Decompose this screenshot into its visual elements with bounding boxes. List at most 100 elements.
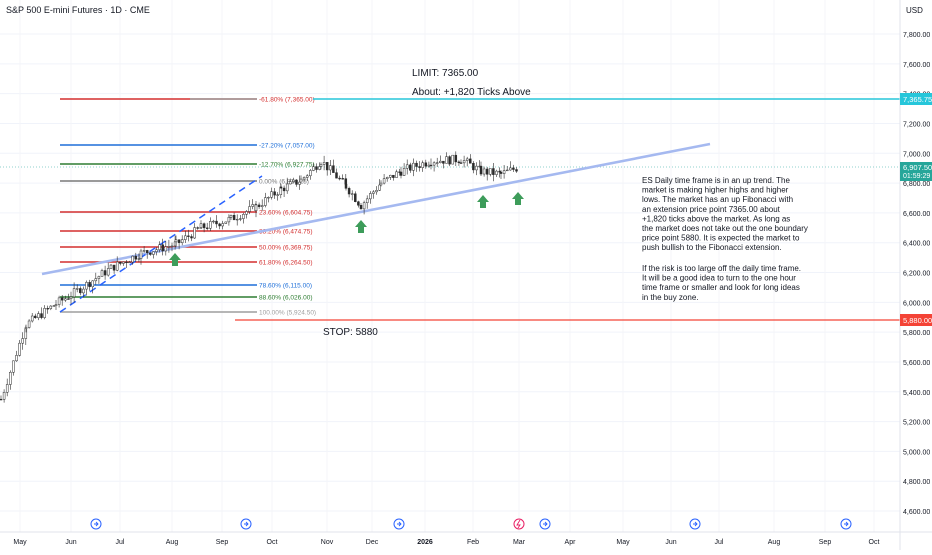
price-tick-label: 5,000.00: [903, 449, 930, 456]
price-scale[interactable]: [900, 0, 932, 550]
price-tick-label: 7,600.00: [903, 62, 930, 69]
analysis-note-line: an extension price point 7365.00 about: [642, 205, 781, 214]
candle: [499, 170, 503, 180]
candle: [412, 158, 415, 177]
economic-event-icon[interactable]: [539, 518, 551, 530]
candle: [378, 179, 381, 191]
candle: [167, 239, 171, 253]
fib-level-label: 50.00% (6,369.75): [259, 245, 312, 252]
candle: [245, 209, 248, 219]
candle: [282, 185, 286, 198]
candle: [82, 286, 85, 298]
candle: [362, 200, 366, 215]
limit-ticks-text: About: +1,820 Ticks Above: [412, 87, 531, 98]
candle: [359, 203, 363, 210]
candle: [385, 176, 389, 182]
event-markers[interactable]: [90, 518, 852, 530]
candle: [100, 268, 104, 277]
candle: [209, 217, 212, 231]
fibonacci-levels[interactable]: -61.80% (7,365.00) -27.20% (7,057.00) -12.…: [60, 97, 316, 317]
candle: [5, 378, 9, 397]
candle: [177, 239, 181, 250]
candle: [509, 161, 512, 171]
candle: [357, 200, 360, 208]
analysis-note-line: It will be a good idea to turn to the on…: [642, 274, 796, 283]
economic-event-icon[interactable]: [840, 518, 852, 530]
analysis-note-line: price point 5880. It is expected the mar…: [642, 234, 800, 243]
time-axis-label: Feb: [467, 539, 479, 546]
economic-event-icon[interactable]: [240, 518, 252, 530]
time-axis[interactable]: May Jun Jul Aug Sep Oct Nov Dec 2026 Feb Mar Apr May…: [13, 539, 879, 546]
candle: [350, 190, 354, 201]
candle: [309, 169, 312, 180]
time-axis-label: May: [13, 539, 27, 546]
candle: [180, 235, 184, 246]
candle: [395, 169, 398, 178]
dashed-uptrend-line[interactable]: [59, 175, 263, 313]
candle: [305, 174, 309, 181]
candle: [112, 264, 116, 274]
analysis-note-line: +1,820 ticks above the market. As long a…: [642, 214, 790, 223]
currency-label[interactable]: USD: [906, 6, 923, 15]
candle: [251, 199, 254, 210]
candle: [273, 187, 276, 199]
buy-arrow-icon: [355, 220, 367, 233]
candle: [421, 160, 424, 172]
candle: [40, 307, 43, 320]
candle: [264, 192, 267, 208]
analysis-note-line: the market does not take out the one bou…: [642, 224, 808, 233]
candle: [285, 177, 289, 194]
price-tick-label: 4,600.00: [903, 509, 930, 516]
candle: [52, 305, 56, 307]
analysis-note: ES Daily time frame is in an up trend. T…: [642, 176, 808, 302]
candle: [515, 167, 518, 173]
fib-level-label: 38.20% (6,474.75): [259, 229, 312, 236]
price-tick-label: 6,400.00: [903, 241, 930, 248]
analysis-note-line: in the buy zone.: [642, 293, 698, 302]
time-axis-label: Jul: [116, 539, 125, 546]
stop-text: STOP: 5880: [323, 327, 378, 338]
candle: [218, 222, 221, 230]
buy-arrows: [169, 192, 524, 266]
economic-event-icon[interactable]: [393, 518, 405, 530]
candle: [457, 160, 461, 166]
candle: [454, 151, 458, 167]
candle: [49, 305, 53, 311]
candle: [187, 229, 190, 242]
candle: [30, 313, 34, 323]
candle: [0, 395, 3, 401]
candle: [85, 280, 88, 296]
candle: [54, 300, 58, 311]
earnings-event-icon[interactable]: [513, 518, 525, 530]
candle: [382, 174, 386, 185]
candle: [37, 311, 40, 321]
plot-area[interactable]: [0, 0, 900, 550]
candle: [248, 200, 251, 215]
candle: [224, 221, 228, 224]
candle: [212, 219, 215, 224]
candle: [131, 255, 134, 265]
candle: [451, 154, 454, 165]
candle: [75, 284, 79, 293]
candle: [375, 186, 378, 195]
bar-countdown-text: 01:59:29: [903, 173, 930, 180]
fib-level-label: -12.70% (6,927.75): [259, 162, 315, 169]
candle: [302, 176, 306, 183]
candle: [405, 159, 409, 175]
candle: [190, 234, 193, 242]
economic-event-icon[interactable]: [689, 518, 701, 530]
candle: [149, 252, 152, 256]
analysis-note-line: push bullish to the Fibonacci extension.: [642, 243, 782, 252]
candle: [445, 152, 448, 164]
limit-title-text: LIMIT: 7365.00: [412, 68, 479, 79]
candle: [170, 242, 174, 252]
candle: [365, 195, 369, 209]
candle: [2, 389, 6, 403]
candle: [448, 155, 451, 167]
economic-event-icon[interactable]: [90, 518, 102, 530]
candle: [164, 240, 168, 256]
price-tick-label: 7,000.00: [903, 151, 930, 158]
chart-title[interactable]: S&P 500 E-mini Futures · 1D · CME: [6, 5, 150, 15]
